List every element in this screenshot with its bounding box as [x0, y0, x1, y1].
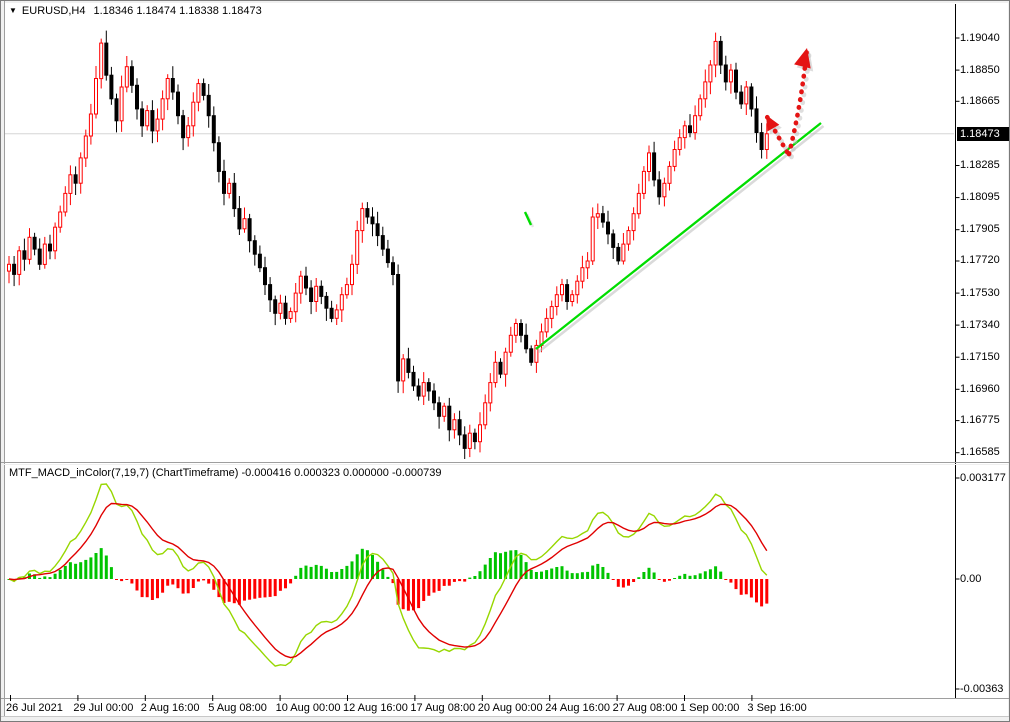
- time-axis-label: 12 Aug 16:00: [343, 702, 408, 714]
- time-axis-label: 20 Aug 00:00: [477, 702, 543, 714]
- price-axis-label: 1.17530: [960, 286, 1000, 299]
- time-axis-label: 24 Aug 16:00: [545, 702, 611, 714]
- time-axis-label: 5 Aug 08:00: [208, 702, 267, 714]
- indicator-axis-label: 0.00: [960, 572, 982, 585]
- trend-mark[interactable]: [523, 211, 535, 228]
- chart-title-bar: ▼ EURUSD,H4 1.18346 1.18474 1.18338 1.1847…: [9, 5, 262, 19]
- axis-ticks: [1, 4, 1009, 701]
- projection-arrows[interactable]: [763, 45, 814, 160]
- candlestick-series[interactable]: [7, 30, 769, 460]
- macd-signal-line[interactable]: [8, 502, 768, 659]
- price-axis-label: 1.17905: [960, 223, 1000, 236]
- price-axis-label: 1.16775: [960, 414, 1000, 427]
- window-border-bottom: [1, 716, 1009, 721]
- price-axis-label: 1.16960: [960, 382, 1000, 395]
- time-axis-label: 10 Aug 00:00: [275, 702, 341, 714]
- current-price-tag: 1.18473: [957, 126, 1009, 141]
- macd-line[interactable]: [8, 483, 768, 667]
- time-axis-label: 17 Aug 08:00: [410, 702, 476, 714]
- symbol-dropdown-icon[interactable]: ▼: [9, 6, 17, 15]
- window-border-left: [1, 1, 5, 721]
- price-axis-label: 1.18285: [960, 159, 1000, 172]
- time-axis-label: 27 Aug 08:00: [612, 702, 678, 714]
- price-axis-label: 1.18850: [960, 63, 1000, 76]
- indicator-axis-label: -0.00363: [960, 682, 1004, 695]
- indicator-axis-label: 0.003177: [960, 471, 1006, 484]
- indicator-caption[interactable]: MTF_MACD_inColor(7,19,7) (ChartTimeframe…: [9, 467, 442, 479]
- time-axis-label: 3 Sep 16:00: [747, 702, 807, 714]
- price-axis-label: 1.16585: [960, 446, 1000, 459]
- symbol-timeframe-label: EURUSD,H4: [21, 5, 86, 17]
- price-axis-label: 1.19040: [960, 31, 1000, 44]
- price-axis-label: 1.17720: [960, 254, 1000, 267]
- time-axis-label: 2 Aug 16:00: [140, 702, 200, 714]
- window-border-top: [1, 1, 1009, 3]
- price-axis-label: 1.18665: [960, 94, 1000, 107]
- price-axis-label: 1.18095: [960, 191, 1000, 204]
- ohlc-quote-text: 1.18346 1.18474 1.18338 1.18473: [93, 5, 262, 17]
- time-axis-label: 1 Sep 00:00: [680, 702, 740, 714]
- price-axis-label: 1.17150: [960, 350, 1000, 363]
- trendline[interactable]: [535, 122, 825, 354]
- time-axis-label: 26 Jul 2021: [6, 702, 63, 714]
- macd-indicator[interactable]: [7, 483, 769, 667]
- price-axis-label: 1.17340: [960, 318, 1000, 331]
- window-border-right: [1008, 1, 1009, 721]
- time-axis-label: 29 Jul 00:00: [73, 702, 134, 714]
